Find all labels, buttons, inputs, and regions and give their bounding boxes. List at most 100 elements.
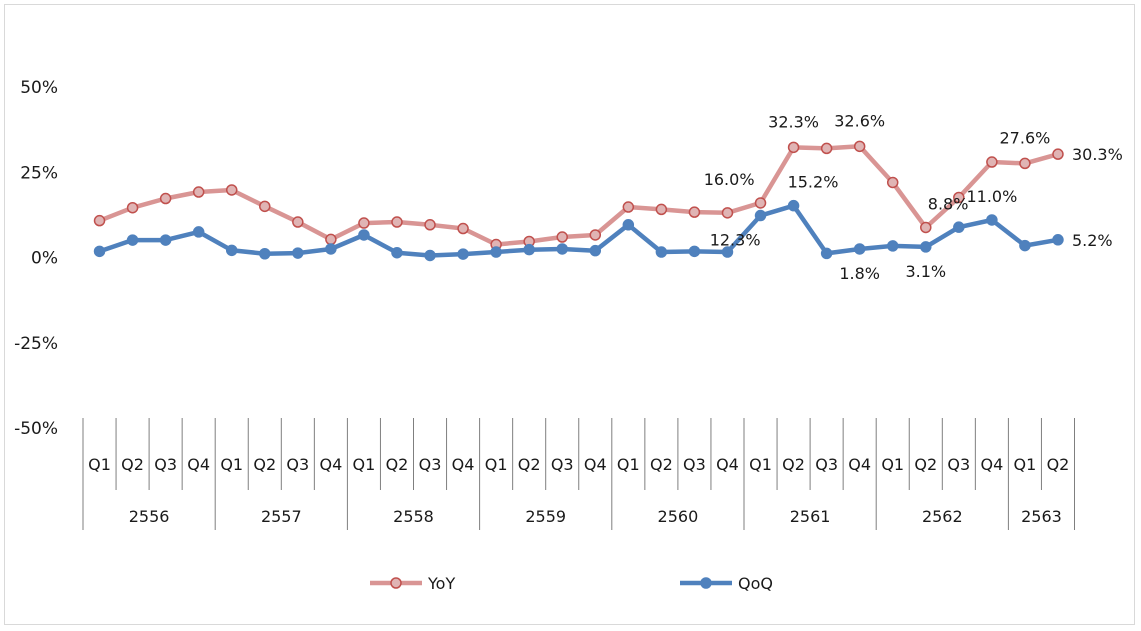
- data-point-qoq: [126, 234, 139, 246]
- data-point-yoy: [358, 217, 370, 229]
- quarter-label: Q2: [1047, 455, 1070, 474]
- data-point-yoy: [126, 201, 139, 214]
- data-point-qoq: [589, 244, 602, 257]
- quarter-label: Q3: [683, 455, 706, 474]
- quarter-label: Q4: [319, 455, 342, 474]
- data-point-qoq: [523, 243, 535, 256]
- year-label: 2558: [393, 507, 434, 526]
- data-point-yoy: [556, 231, 568, 243]
- data-label-qoq: 11.0%: [966, 187, 1017, 206]
- year-label: 2557: [261, 507, 302, 526]
- quarter-label: Q4: [848, 455, 871, 474]
- data-point-yoy: [622, 201, 635, 213]
- quarter-label: Q2: [914, 455, 937, 474]
- quarter-label: Q3: [947, 455, 970, 474]
- data-point-qoq: [953, 221, 965, 233]
- data-point-qoq: [1019, 239, 1031, 252]
- year-label: 2560: [658, 507, 699, 526]
- data-point-yoy: [457, 222, 469, 235]
- data-point-qoq: [358, 229, 370, 241]
- y-tick-label: 50%: [20, 78, 58, 98]
- chart-frame: [4, 4, 1135, 625]
- quarter-label: Q2: [386, 455, 409, 474]
- data-point-qoq: [853, 243, 866, 255]
- data-point-yoy: [920, 221, 932, 234]
- data-label-yoy: 30.3%: [1072, 145, 1123, 164]
- quarter-label: Q2: [650, 455, 673, 474]
- data-point-qoq: [159, 234, 172, 246]
- quarter-label: Q1: [749, 455, 772, 474]
- data-point-yoy: [1052, 148, 1064, 160]
- data-point-yoy: [292, 216, 304, 228]
- quarter-label: Q3: [286, 455, 309, 474]
- data-point-qoq: [721, 246, 734, 258]
- data-point-qoq: [490, 246, 502, 258]
- data-point-qoq: [886, 240, 899, 252]
- quarter-label: Q1: [1014, 455, 1037, 474]
- legend-marker-qoq: [700, 577, 712, 589]
- data-point-yoy: [787, 141, 800, 154]
- quarter-label: Q1: [485, 455, 508, 474]
- quarter-label: Q2: [121, 455, 144, 474]
- data-label-yoy: 27.6%: [1000, 128, 1051, 147]
- quarter-label: Q3: [551, 455, 574, 474]
- data-label-yoy: 32.6%: [834, 111, 885, 130]
- data-point-qoq: [391, 246, 403, 259]
- data-point-qoq: [424, 249, 436, 262]
- y-tick-label: -50%: [14, 419, 58, 439]
- data-point-yoy: [93, 214, 106, 227]
- data-point-yoy: [424, 219, 436, 231]
- quarter-label: Q4: [452, 455, 475, 474]
- data-point-yoy: [391, 216, 403, 228]
- data-point-qoq: [457, 248, 469, 260]
- data-label-qoq: 1.8%: [839, 264, 880, 283]
- data-point-qoq: [688, 245, 701, 258]
- data-point-qoq: [1052, 234, 1064, 246]
- quarter-label: Q3: [815, 455, 838, 474]
- data-point-yoy: [325, 233, 337, 246]
- data-label-yoy: 16.0%: [704, 170, 755, 189]
- quarter-label: Q2: [782, 455, 805, 474]
- quarter-label: Q1: [353, 455, 376, 474]
- data-point-qoq: [225, 244, 238, 257]
- quarter-label: Q2: [518, 455, 541, 474]
- quarter-label: Q4: [187, 455, 210, 474]
- quarter-label: Q2: [253, 455, 276, 474]
- legend-label-qoq: QoQ: [738, 574, 773, 593]
- data-point-yoy: [721, 207, 734, 219]
- year-label: 2556: [129, 507, 170, 526]
- data-label-yoy: 8.8%: [928, 194, 969, 213]
- data-point-yoy: [655, 203, 668, 216]
- y-tick-label: 25%: [20, 163, 58, 183]
- data-point-qoq: [192, 226, 205, 238]
- data-point-yoy: [853, 140, 866, 153]
- data-point-yoy: [225, 184, 238, 196]
- data-point-qoq: [93, 245, 106, 258]
- y-tick-label: 0%: [31, 249, 58, 269]
- data-point-qoq: [292, 247, 304, 259]
- data-point-yoy: [192, 186, 205, 198]
- data-label-qoq: 3.1%: [905, 262, 946, 281]
- data-point-yoy: [159, 192, 172, 205]
- data-point-yoy: [688, 206, 701, 218]
- quarter-label: Q1: [617, 455, 640, 474]
- year-label: 2562: [922, 507, 963, 526]
- year-label: 2561: [790, 507, 831, 526]
- quarter-label: Q1: [881, 455, 904, 474]
- data-point-yoy: [986, 156, 998, 168]
- data-point-yoy: [589, 229, 602, 241]
- data-point-yoy: [754, 197, 767, 209]
- y-tick-label: -25%: [14, 334, 58, 354]
- data-label-qoq: 15.2%: [788, 173, 839, 192]
- data-point-qoq: [556, 243, 568, 255]
- data-point-qoq: [655, 246, 668, 258]
- legend-label-yoy: YoY: [427, 574, 455, 593]
- quarter-label: Q4: [980, 455, 1003, 474]
- data-label-yoy: 32.3%: [768, 112, 819, 131]
- data-point-qoq: [787, 199, 800, 212]
- data-point-qoq: [920, 241, 932, 253]
- series-line-yoy: [98, 144, 1059, 247]
- year-label: 2563: [1021, 507, 1062, 526]
- data-point-qoq: [986, 214, 998, 226]
- data-label-qoq: 12.3%: [710, 231, 761, 250]
